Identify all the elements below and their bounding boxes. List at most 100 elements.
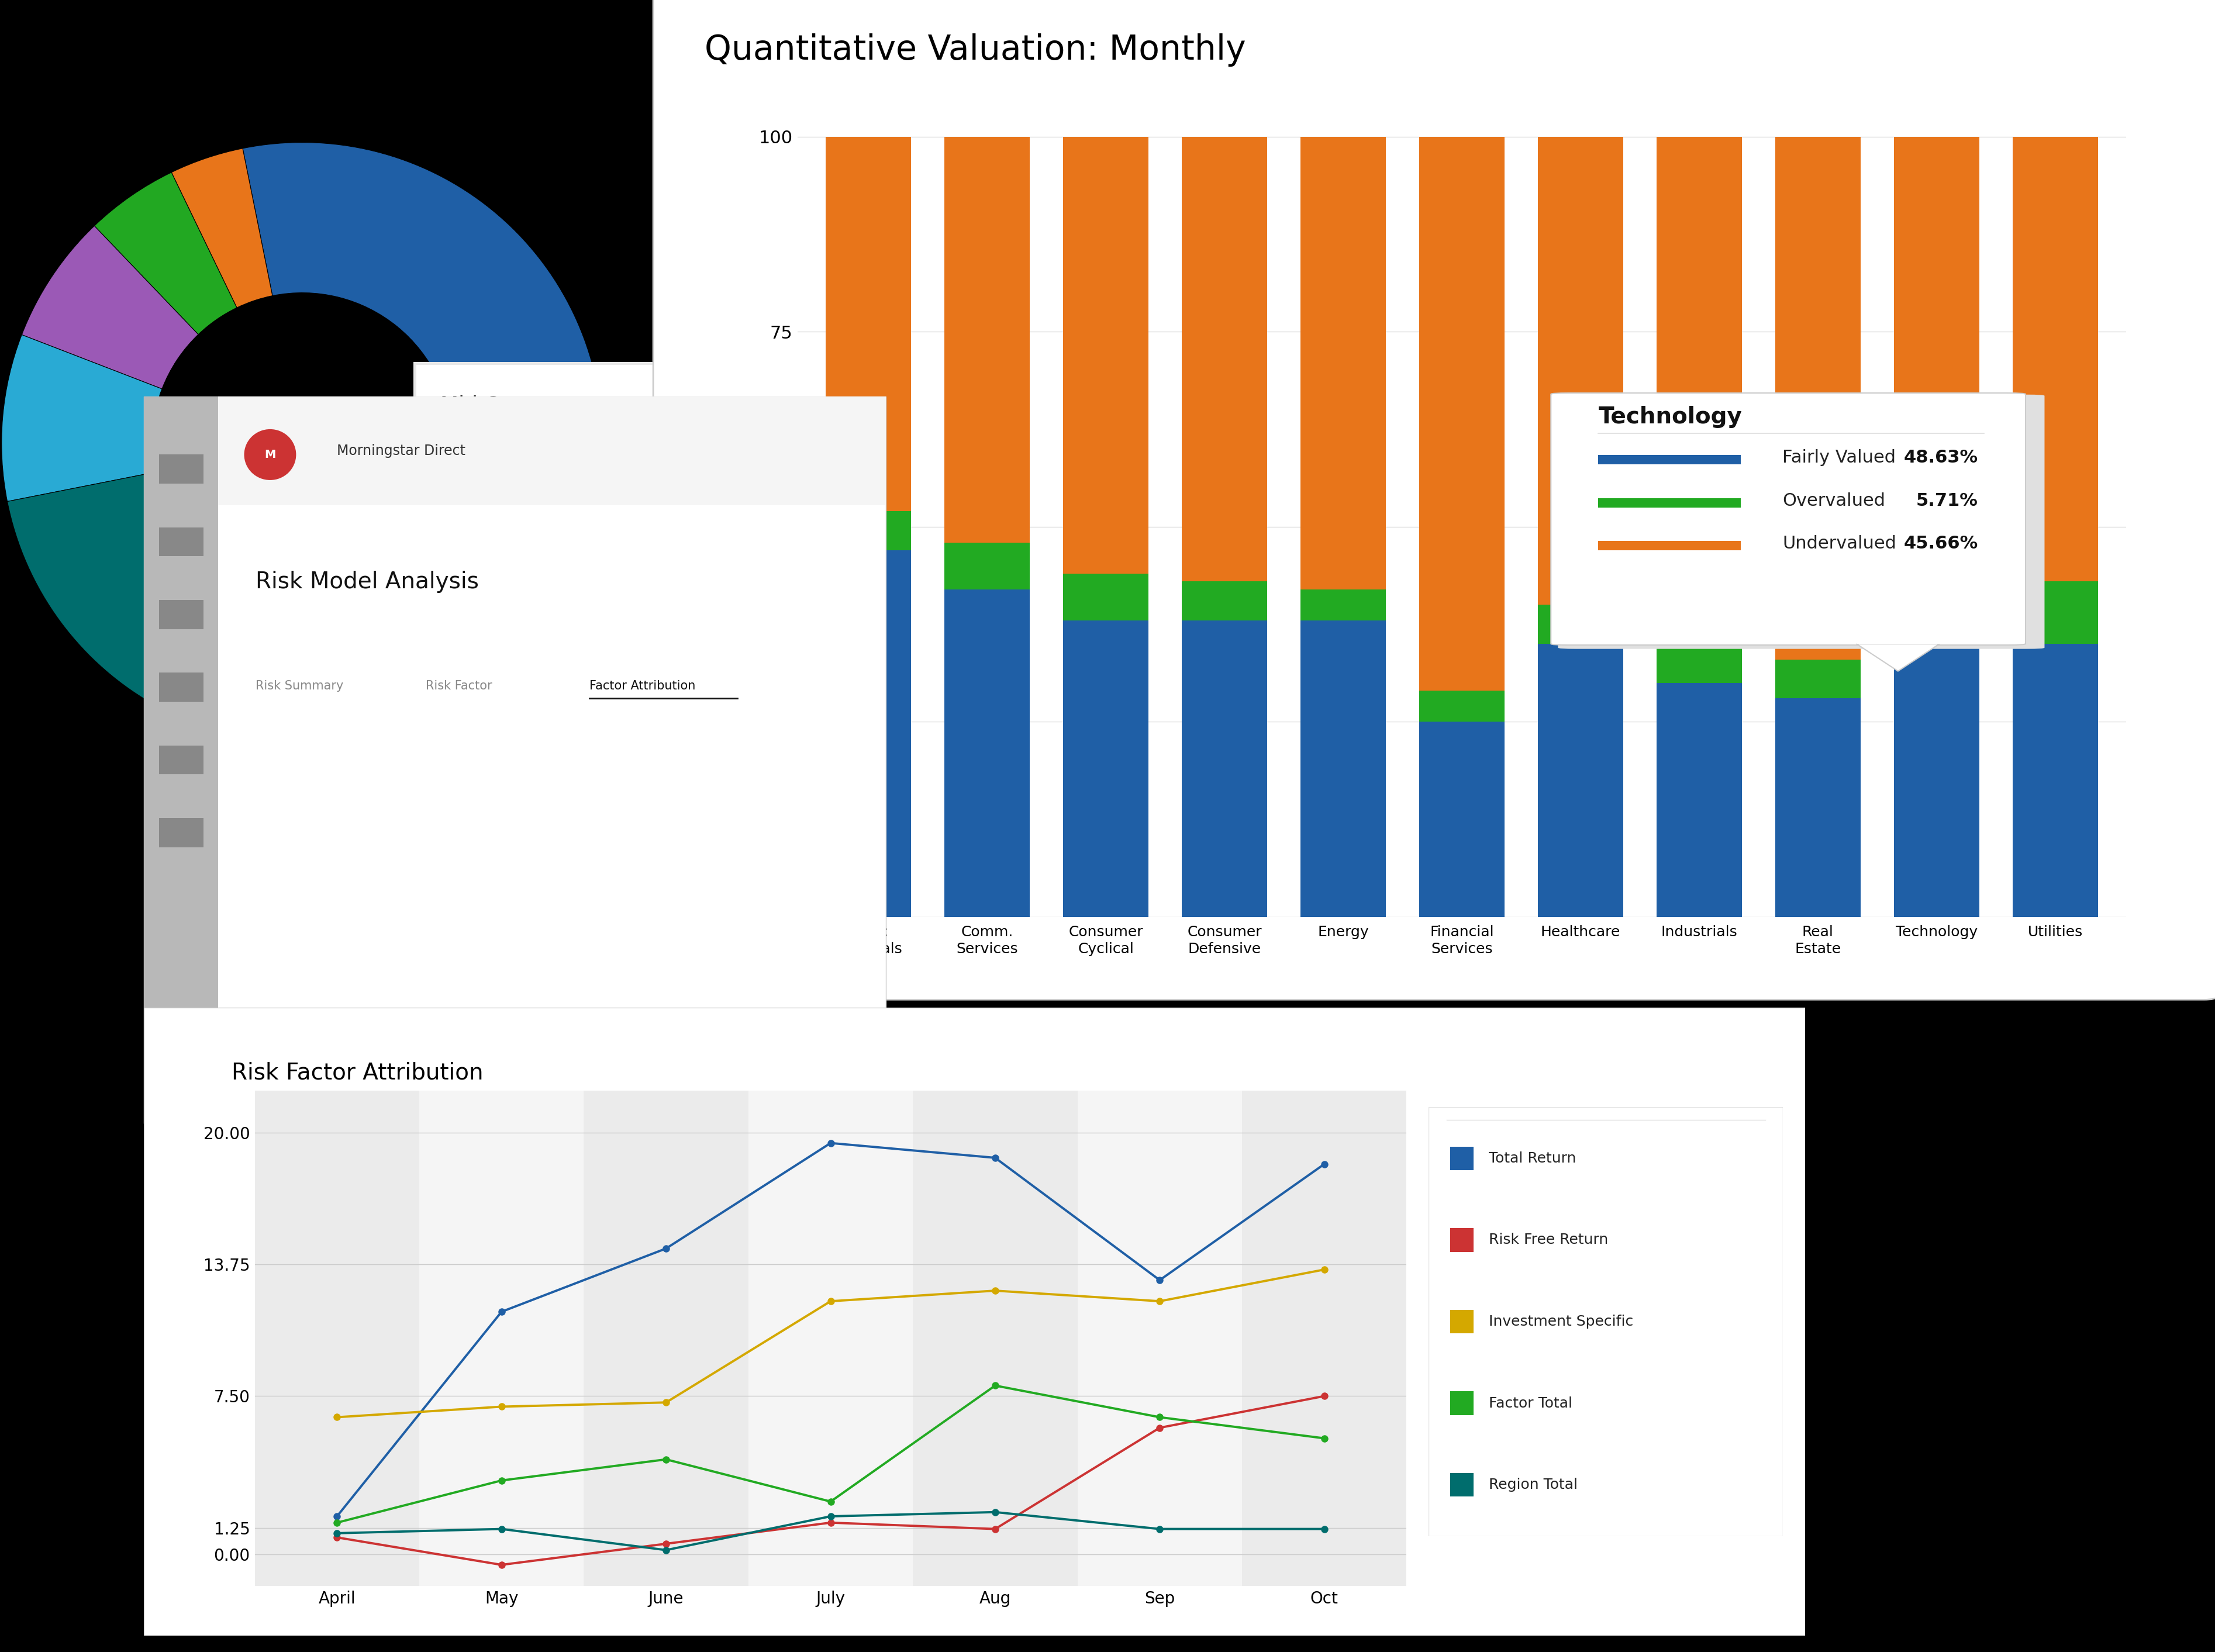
Bar	[1063, 137, 1150, 573]
Bar	[1300, 590, 1387, 621]
Bar	[1894, 492, 1980, 537]
Line: Risk Free Return: Risk Free Return	[332, 1393, 1329, 1568]
Bar	[1537, 137, 1624, 605]
Factor Total	[653, 1449, 680, 1469]
Bar	[944, 137, 1030, 542]
Bar	[1451, 1146, 1473, 1170]
Total Return	[1147, 1270, 1174, 1290]
Bar	[1420, 137, 1504, 691]
Text: Technology: Technology	[1599, 406, 1743, 428]
Wedge shape	[7, 472, 414, 743]
Bar	[1420, 722, 1504, 917]
Text: Risk Free Return: Risk Free Return	[1488, 1232, 1608, 1247]
Line: Total Return: Total Return	[332, 1140, 1329, 1520]
Bar	[217, 396, 886, 506]
Bar	[159, 600, 204, 629]
Text: Risk Summary: Risk Summary	[255, 681, 343, 692]
Risk Free Return	[981, 1520, 1008, 1540]
Bar	[144, 396, 217, 1123]
Factor Total	[1311, 1429, 1338, 1449]
Text: Undervalued: Undervalued	[1783, 535, 1896, 552]
Bar	[159, 672, 204, 702]
Bar	[419, 1090, 585, 1586]
Bar	[1537, 644, 1624, 917]
Total Return	[817, 1133, 844, 1153]
Factor Total	[487, 1470, 514, 1490]
FancyBboxPatch shape	[151, 411, 886, 1130]
Wedge shape	[22, 226, 199, 388]
Text: Factor Attribution: Factor Attribution	[589, 681, 696, 692]
Total Return	[323, 1507, 350, 1526]
Factor Total	[817, 1492, 844, 1512]
Bar	[1076, 1090, 1243, 1586]
Investment Specific	[1147, 1292, 1174, 1312]
Bar	[2013, 582, 2098, 644]
Bar	[1657, 137, 1741, 644]
Text: Morningstar Direct: Morningstar Direct	[337, 444, 465, 458]
Region Total	[323, 1523, 350, 1543]
Wedge shape	[244, 142, 602, 443]
Risk Free Return	[323, 1528, 350, 1548]
Text: Investment Specific: Investment Specific	[1488, 1315, 1632, 1328]
Total Return	[653, 1239, 680, 1259]
Bar	[1599, 454, 1741, 464]
Bar	[1451, 1474, 1473, 1497]
Bar	[159, 527, 204, 557]
Risk Free Return	[1147, 1417, 1174, 1437]
Bar	[159, 745, 204, 775]
FancyBboxPatch shape	[414, 362, 720, 572]
Text: Region Total: Region Total	[1488, 1479, 1577, 1492]
Bar	[1894, 137, 1980, 492]
Risk Free Return	[817, 1513, 844, 1533]
Bar	[159, 818, 204, 847]
Bar	[1183, 621, 1267, 917]
Text: Quantitative Valuation: Monthly: Quantitative Valuation: Monthly	[704, 33, 1245, 66]
Y-axis label: % of Securities: % of Securities	[731, 430, 749, 562]
Bar	[944, 590, 1030, 917]
Text: Overvalued: Overvalued	[1783, 492, 1885, 509]
Bar	[826, 510, 910, 550]
Bar	[826, 550, 910, 917]
Line: Region Total: Region Total	[332, 1508, 1329, 1555]
Bar	[1657, 644, 1741, 682]
Text: 45.66%: 45.66%	[1903, 535, 1978, 552]
FancyBboxPatch shape	[416, 365, 718, 570]
Bar	[585, 1090, 749, 1586]
Bar	[944, 542, 1030, 590]
Bar	[159, 454, 204, 484]
Bar	[1183, 137, 1267, 582]
Bar	[1063, 573, 1150, 621]
Wedge shape	[171, 149, 272, 307]
Polygon shape	[1856, 639, 1940, 644]
Bar	[1599, 540, 1741, 550]
Bar	[1063, 621, 1150, 917]
Bar	[1243, 1090, 1407, 1586]
Text: Total Return: Total Return	[1488, 1151, 1577, 1165]
Text: Fairly Valued: Fairly Valued	[1783, 449, 1896, 466]
Bar	[1657, 682, 1741, 917]
Risk Free Return	[1311, 1386, 1338, 1406]
Total Return	[487, 1302, 514, 1322]
Investment Specific	[487, 1396, 514, 1416]
Text: Mid Core: Mid Core	[441, 395, 534, 415]
FancyBboxPatch shape	[1550, 393, 2025, 644]
Investment Specific	[653, 1393, 680, 1412]
Line: Factor Total: Factor Total	[332, 1383, 1329, 1526]
Text: Risk Factor: Risk Factor	[425, 681, 492, 692]
Polygon shape	[1856, 644, 1940, 671]
Text: 48.63%: 48.63%	[1903, 449, 1978, 466]
Investment Specific	[817, 1292, 844, 1312]
Region Total	[487, 1520, 514, 1540]
Investment Specific	[981, 1280, 1008, 1300]
Investment Specific	[1311, 1260, 1338, 1280]
Bar	[1300, 137, 1387, 590]
Total Return	[1311, 1155, 1338, 1175]
Bar	[1774, 699, 1861, 917]
Total Return	[981, 1148, 1008, 1168]
Polygon shape	[363, 423, 416, 471]
FancyBboxPatch shape	[1557, 395, 2044, 649]
Bar	[1183, 582, 1267, 621]
Investment Specific	[323, 1408, 350, 1427]
Bar	[1451, 1391, 1473, 1416]
Region Total	[1147, 1520, 1174, 1540]
